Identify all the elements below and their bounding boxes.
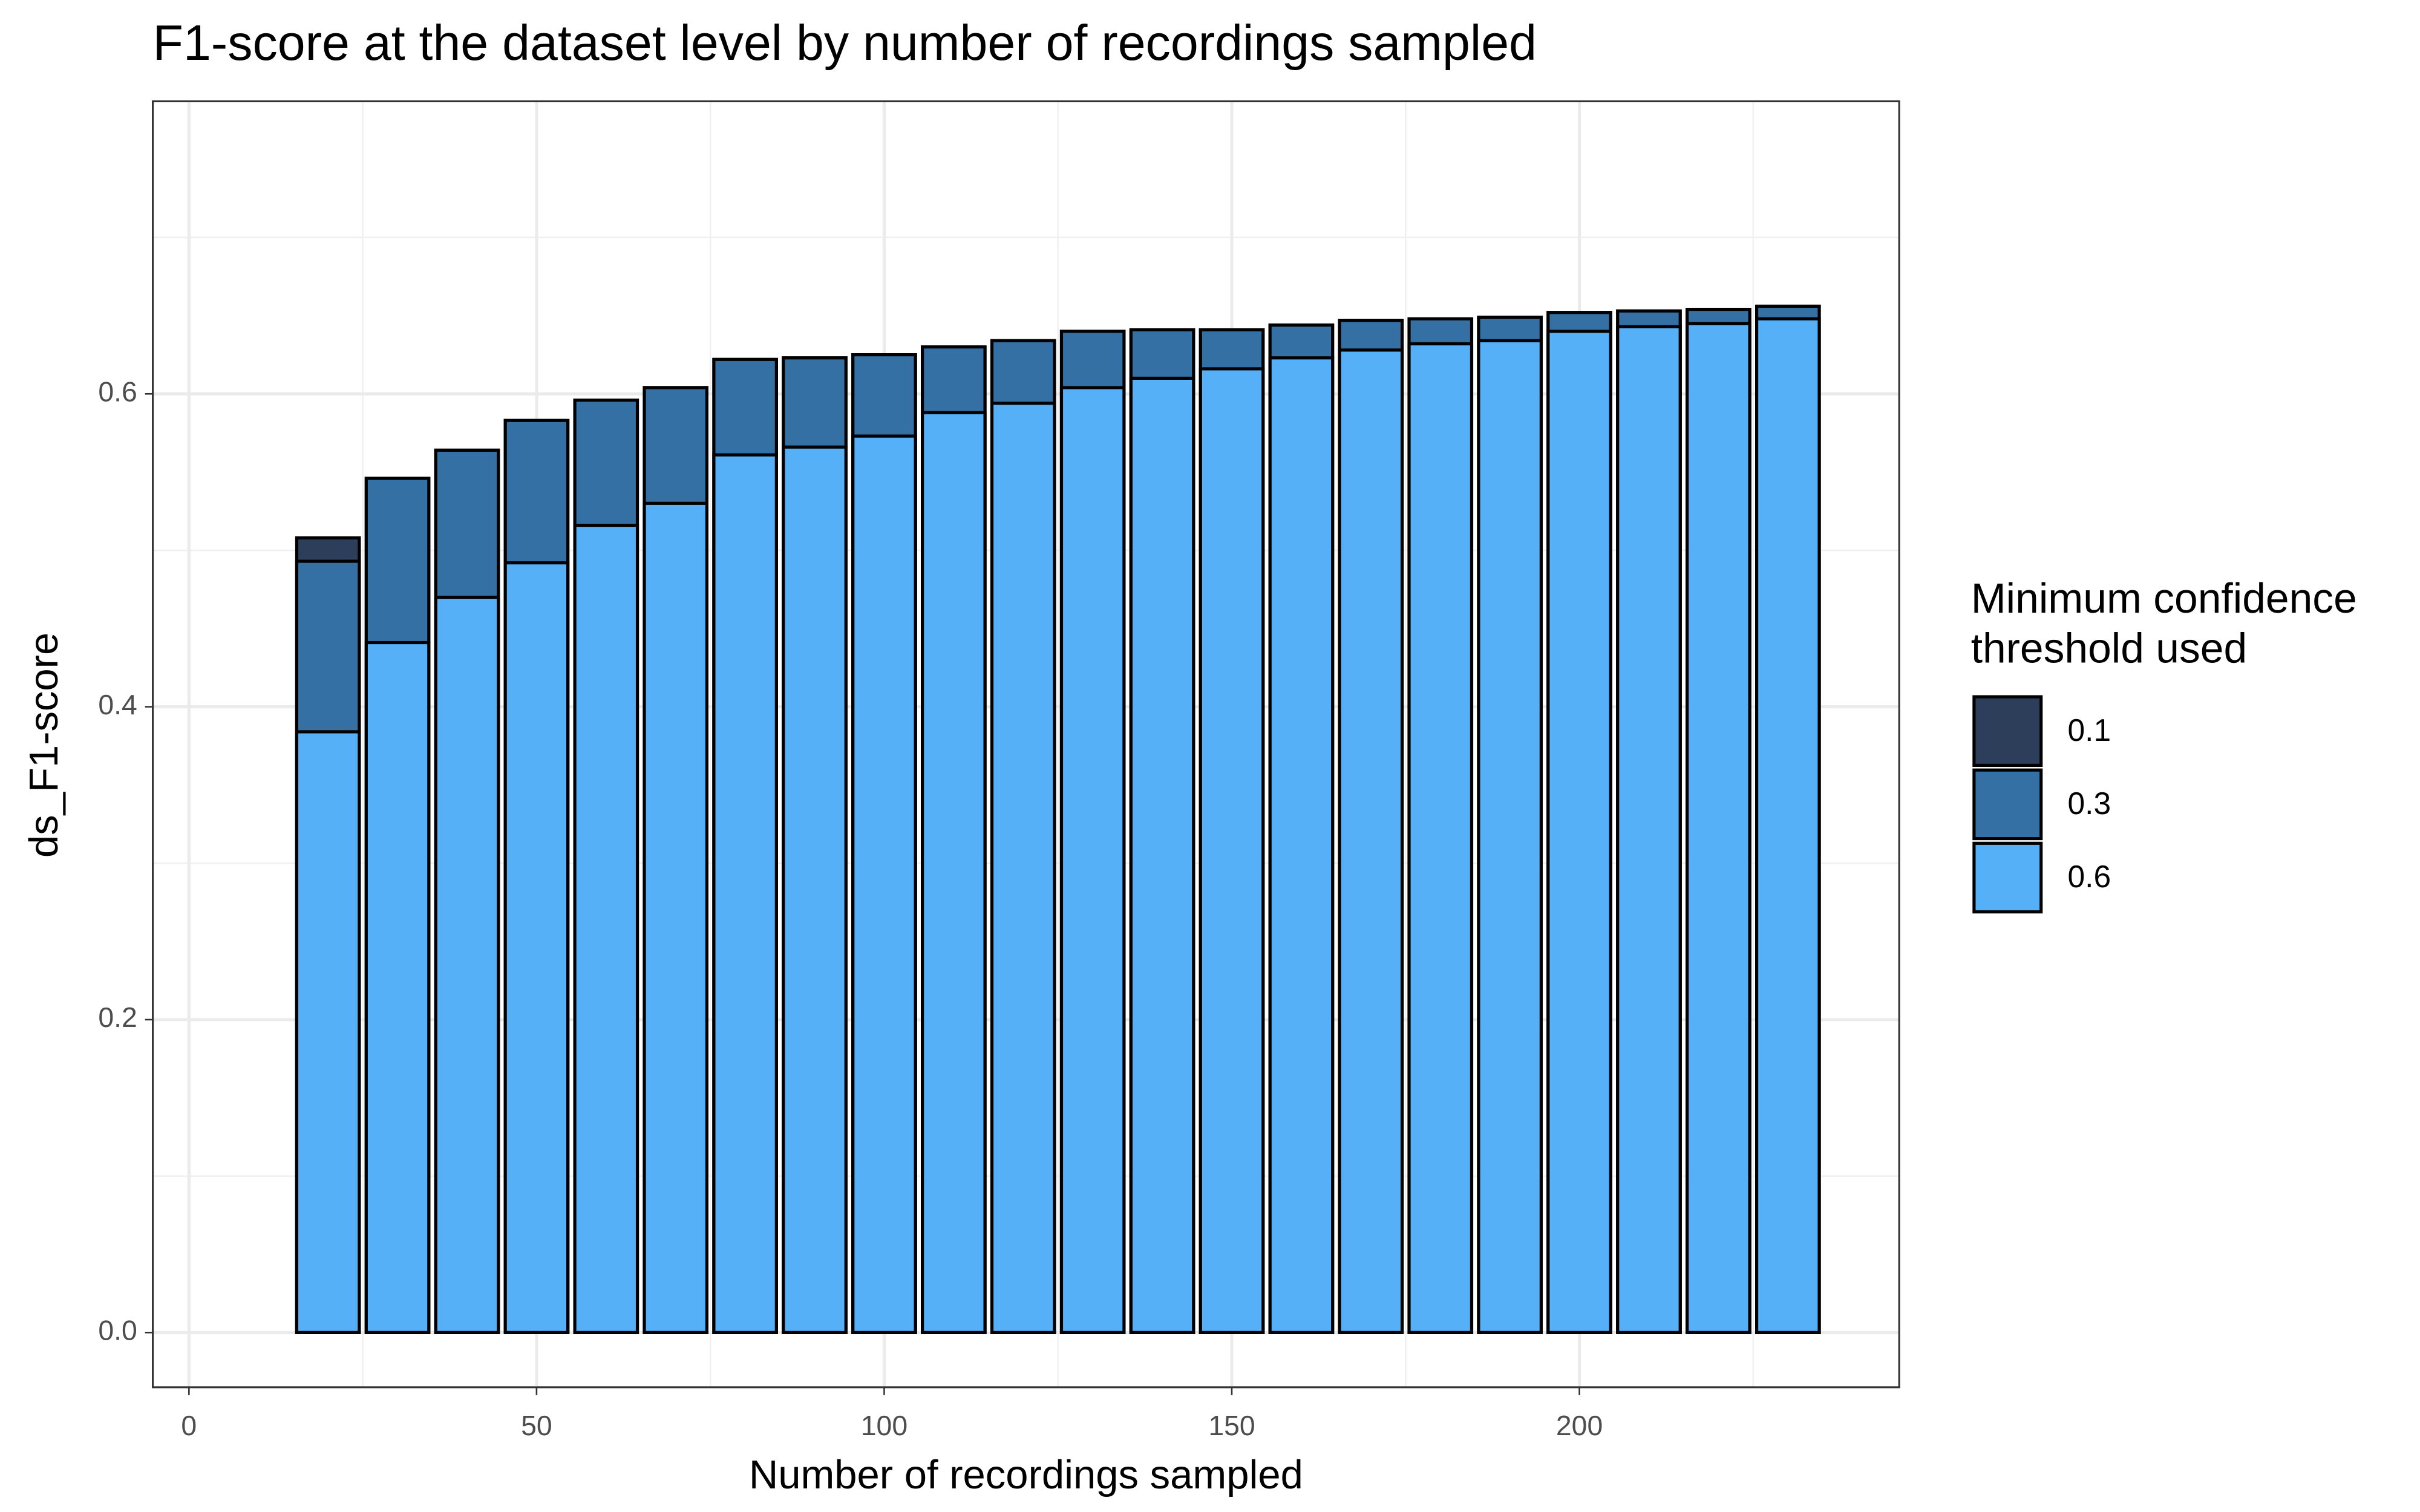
x-tick-label: 50 [521,1410,552,1441]
bar [1199,367,1265,1334]
y-tick-label: 0.6 [98,376,137,407]
bar [1407,342,1474,1334]
bar [1616,325,1682,1334]
bar [1755,317,1821,1334]
legend-key [1972,695,2043,767]
x-tick-label: 100 [861,1410,908,1441]
legend-label: 0.3 [2068,786,2111,821]
legend-title: Minimum confidence [1971,575,2357,622]
y-tick-label: 0.2 [98,1002,137,1033]
bar [1686,322,1751,1334]
bar [1338,348,1404,1334]
bar [782,445,848,1334]
bar [295,730,361,1334]
bar [1477,339,1543,1334]
legend-label: 0.1 [2068,712,2111,748]
x-tick-label: 0 [181,1410,197,1441]
bar [434,595,500,1334]
legend-label: 0.6 [2068,859,2111,894]
x-tick-label: 150 [1208,1410,1255,1441]
bar [1129,376,1195,1334]
bar [921,411,987,1334]
bar [503,561,570,1334]
bar [990,402,1056,1334]
chart-title: F1-score at the dataset level by number … [153,15,1537,71]
y-tick-label: 0.0 [98,1315,137,1346]
y-tick-label: 0.4 [98,689,137,720]
legend-key [1972,768,2043,841]
bar [851,434,917,1334]
bar [573,523,639,1334]
y-axis-title: ds_F1-score [21,633,67,858]
bar [1059,386,1126,1334]
panel-border [152,100,1900,1389]
legend-key [1972,841,2043,914]
bar [712,453,778,1334]
bar [1546,330,1612,1334]
bar [364,640,431,1334]
bar [1268,356,1335,1334]
x-axis-title: Number of recordings sampled [749,1452,1303,1497]
x-tick-label: 200 [1556,1410,1603,1441]
bar [643,501,709,1334]
legend-title: threshold used [1971,625,2247,672]
